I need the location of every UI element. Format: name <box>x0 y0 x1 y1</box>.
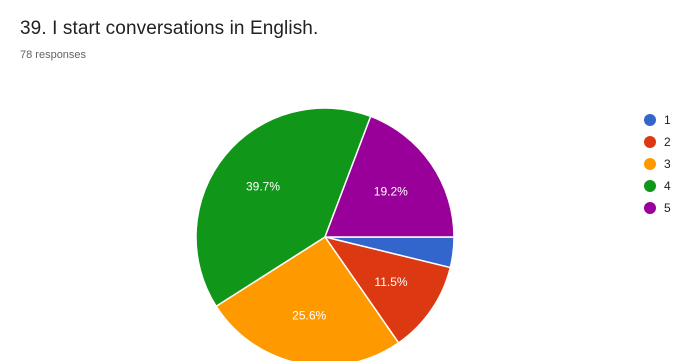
legend-label-4: 4 <box>664 179 671 193</box>
legend-swatch-1 <box>644 114 656 126</box>
legend-swatch-2 <box>644 136 656 148</box>
legend-item-4[interactable]: 4 <box>644 175 671 197</box>
legend-label-3: 3 <box>664 157 671 171</box>
pie-labels: 11.5% 25.6% 39.7% 19.2% <box>246 180 408 323</box>
legend-label-2: 2 <box>664 135 671 149</box>
legend-swatch-5 <box>644 202 656 214</box>
pie-label-4: 39.7% <box>246 180 280 194</box>
pie-slice-2[interactable] <box>324 236 452 344</box>
legend-item-3[interactable]: 3 <box>644 153 671 175</box>
pie-slice-4[interactable] <box>195 107 372 307</box>
chart-legend: 1 2 3 4 5 <box>644 109 671 219</box>
pie-label-5: 19.2% <box>374 185 408 199</box>
legend-label-5: 5 <box>664 201 671 215</box>
pie-slice-5[interactable] <box>324 115 455 238</box>
legend-item-5[interactable]: 5 <box>644 197 671 219</box>
legend-swatch-3 <box>644 158 656 170</box>
pie-slice-3[interactable] <box>215 236 400 361</box>
legend-swatch-4 <box>644 180 656 192</box>
question-title: 39. I start conversations in English. <box>20 18 319 39</box>
pie-slices <box>195 107 455 361</box>
legend-label-1: 1 <box>664 113 671 127</box>
response-count: 78 responses <box>20 49 87 61</box>
legend-item-2[interactable]: 2 <box>644 131 671 153</box>
pie-label-3: 25.6% <box>292 308 326 322</box>
legend-item-1[interactable]: 1 <box>644 109 671 131</box>
pie-label-2: 11.5% <box>374 275 407 289</box>
